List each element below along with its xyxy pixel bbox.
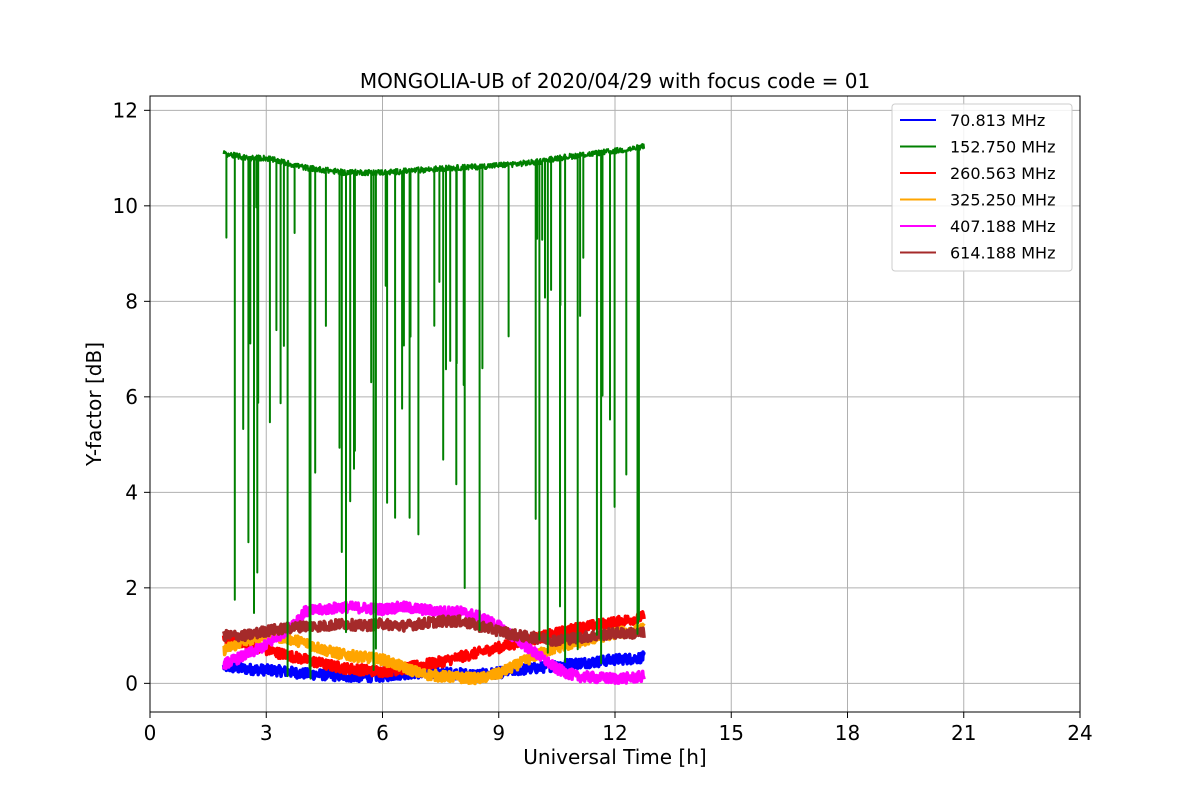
legend-box: [891, 103, 1073, 272]
chart-title: MONGOLIA-UB of 2020/04/29 with focus cod…: [360, 69, 870, 93]
plot-area: [221, 143, 646, 686]
y-tick-label: 8: [125, 289, 138, 313]
x-tick-label: 6: [376, 721, 389, 745]
y-tick-label: 0: [125, 671, 138, 695]
series-line: [221, 610, 646, 679]
x-tick-label: 24: [1067, 721, 1092, 745]
x-tick-label: 3: [260, 721, 273, 745]
legend-label: 325.250 MHz: [950, 191, 1055, 210]
legend: 70.813 MHz 152.750 MHz 260.563 MHz 325.250 …: [891, 103, 1073, 272]
y-tick-label: 2: [125, 576, 138, 600]
x-axis-label: Universal Time [h]: [523, 745, 706, 769]
x-tick-label: 9: [492, 721, 505, 745]
y-tick-label: 6: [125, 385, 138, 409]
y-axis: 0 2 4 6 8 10 12: [113, 98, 150, 695]
legend-label: 260.563 MHz: [950, 164, 1055, 183]
x-tick-label: 12: [602, 721, 627, 745]
x-tick-label: 15: [719, 721, 744, 745]
series-line: [222, 143, 646, 680]
y-tick-label: 12: [113, 98, 138, 122]
x-tick-label: 21: [951, 721, 976, 745]
series-line: [221, 614, 646, 647]
legend-label: 152.750 MHz: [950, 138, 1055, 157]
x-tick-label: 0: [144, 721, 157, 745]
y-axis-label: Y-factor [dB]: [82, 342, 106, 467]
y-tick-label: 10: [113, 194, 138, 218]
legend-label: 407.188 MHz: [950, 217, 1055, 236]
x-axis: 0 3 6 9 12 15 18 21 24: [144, 712, 1093, 745]
legend-label: 614.188 MHz: [950, 244, 1055, 263]
series-line: [221, 600, 646, 685]
x-tick-label: 18: [835, 721, 860, 745]
legend-label: 70.813 MHz: [950, 111, 1045, 130]
y-tick-label: 4: [125, 480, 138, 504]
